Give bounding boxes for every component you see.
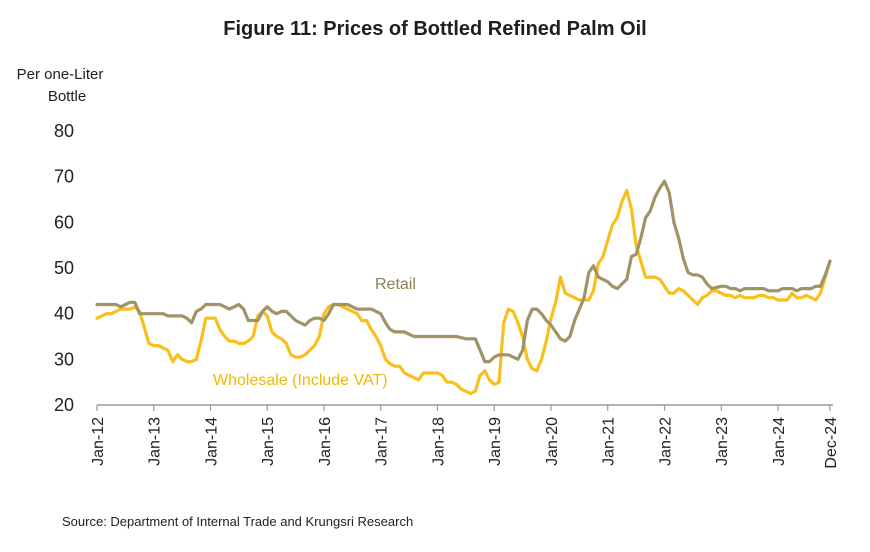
y-tick-label: 40 <box>54 304 74 324</box>
x-tick-label: Jan-16 <box>317 417 334 466</box>
x-tick-label: Jan-19 <box>487 417 504 466</box>
y-tick-label: 80 <box>54 121 74 141</box>
x-tick-label: Jan-21 <box>601 417 618 466</box>
x-tick-label: Jan-23 <box>714 417 731 466</box>
y-tick-label: 50 <box>54 258 74 278</box>
x-tick-label: Jan-22 <box>657 417 674 466</box>
x-tick-label: Jan-17 <box>374 417 391 466</box>
retail-series-line <box>95 179 832 364</box>
x-tick-label: Dec-24 <box>823 417 840 469</box>
x-tick-label: Jan-18 <box>430 417 447 466</box>
x-tick-label: Jan-15 <box>260 417 277 466</box>
x-tick-label: Jan-12 <box>90 417 107 466</box>
y-tick-label: 60 <box>54 212 74 232</box>
y-tick-label: 30 <box>54 349 74 369</box>
retail-series-label: Retail <box>375 276 416 293</box>
y-axis-label-line1: Per one-Liter <box>17 66 104 83</box>
x-tick-label: Jan-13 <box>147 417 164 466</box>
y-axis-ticks: 20 30 40 50 60 70 80 <box>54 121 74 415</box>
x-tick-label: Jan-14 <box>203 417 220 466</box>
chart-source: Source: Department of Internal Trade and… <box>62 514 413 529</box>
y-axis-label-line2: Bottle <box>48 88 86 105</box>
y-tick-label: 70 <box>54 167 74 187</box>
y-tick-label: 20 <box>54 395 74 415</box>
x-tick-label: Jan-24 <box>771 417 788 466</box>
x-tick-label: Jan-20 <box>544 417 561 466</box>
wholesale-series-line <box>95 188 832 396</box>
chart-title: Figure 11: Prices of Bottled Refined Pal… <box>223 18 646 40</box>
wholesale-series-label: Wholesale (Include VAT) <box>213 372 388 389</box>
x-axis: Jan-12 Jan-13 Jan-14 Jan-15 Jan-16 Jan-17 Jan-… <box>90 404 840 469</box>
series-lines <box>95 179 832 396</box>
